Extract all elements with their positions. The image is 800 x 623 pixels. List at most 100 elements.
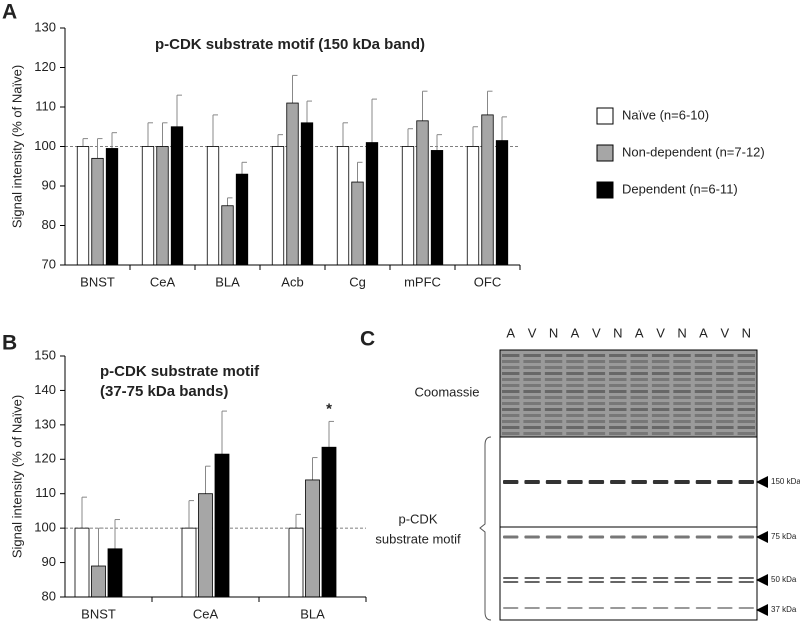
coomassie-band	[651, 402, 670, 405]
annotation: *	[326, 400, 332, 417]
coomassie-band	[716, 354, 734, 357]
coomassie-band	[651, 384, 670, 387]
marker-arrow	[756, 604, 768, 616]
coomassie-band	[673, 396, 691, 399]
blot-band	[674, 581, 690, 583]
coomassie-band	[587, 408, 606, 411]
coomassie-band	[544, 414, 563, 417]
blot-band	[674, 607, 690, 609]
coomassie-band	[566, 378, 584, 381]
coomassie-band	[544, 432, 563, 435]
blot-band	[588, 535, 605, 539]
coomassie-band	[630, 360, 648, 363]
coomassie-band	[630, 402, 648, 405]
panel-label: A	[2, 1, 17, 24]
coomassie-band	[609, 384, 627, 387]
blot-band	[524, 535, 540, 539]
lane-label: N	[613, 325, 622, 340]
coomassie-band	[630, 372, 648, 375]
coomassie-band	[544, 360, 563, 363]
blot-band	[717, 581, 733, 583]
y-tick-label: 90	[42, 554, 56, 569]
y-tick-label: 130	[34, 416, 56, 431]
blot-frame	[499, 436, 758, 621]
coomassie-band	[523, 360, 541, 363]
legend-label: Non-dependent (n=7-12)	[622, 144, 765, 159]
x-tick-label: BLA	[300, 606, 325, 621]
coomassie-band	[630, 366, 648, 369]
x-tick-label: BNST	[81, 606, 116, 621]
bar	[495, 140, 509, 266]
coomassie-band	[673, 390, 691, 393]
blot-band	[588, 607, 605, 609]
coomassie-band	[716, 432, 734, 435]
coomassie-band	[587, 402, 606, 405]
bar	[214, 453, 230, 598]
coomassie-band	[502, 396, 520, 399]
coomassie-band	[523, 426, 541, 429]
bar	[481, 114, 494, 266]
coomassie-band	[630, 390, 648, 393]
coomassie-band	[544, 378, 563, 381]
coomassie-band	[502, 426, 520, 429]
coomassie-band	[694, 402, 713, 405]
coomassie-band	[737, 426, 755, 429]
x-tick-label: CeA	[193, 606, 219, 621]
coomassie-band	[544, 426, 563, 429]
blot-band	[631, 480, 647, 484]
coomassie-band	[502, 378, 520, 381]
coomassie-band	[566, 426, 584, 429]
blot-band	[738, 480, 754, 484]
panel-label: B	[2, 332, 17, 355]
coomassie-band	[694, 420, 713, 423]
coomassie-band	[716, 360, 734, 363]
marker-arrow	[756, 476, 768, 488]
coomassie-band	[609, 378, 627, 381]
coomassie-band	[609, 354, 627, 357]
bar	[107, 548, 123, 598]
blot-band	[610, 480, 626, 484]
coomassie-band	[630, 426, 648, 429]
coomassie-band	[502, 402, 520, 405]
coomassie-band	[630, 384, 648, 387]
blot-band	[503, 480, 519, 484]
coomassie-band	[587, 384, 606, 387]
coomassie-band	[523, 366, 541, 369]
coomassie-band	[673, 432, 691, 435]
blot-band	[717, 577, 733, 579]
coomassie-band	[523, 354, 541, 357]
y-tick-label: 110	[35, 98, 56, 113]
coomassie-band	[716, 402, 734, 405]
bar	[91, 565, 106, 598]
coomassie-band	[609, 432, 627, 435]
panel-label: C	[360, 328, 375, 351]
coomassie-band	[609, 414, 627, 417]
coomassie-band	[609, 420, 627, 423]
coomassie-band	[544, 402, 563, 405]
y-tick-label: 80	[42, 217, 56, 232]
coomassie-band	[544, 420, 563, 423]
blot-band	[631, 535, 647, 539]
coomassie-band	[716, 390, 734, 393]
blot-band	[674, 480, 690, 484]
coomassie-band	[651, 408, 670, 411]
x-tick-label: mPFC	[404, 274, 441, 289]
blot-band	[674, 577, 690, 579]
bar	[351, 181, 364, 266]
lane-label: A	[699, 325, 708, 340]
coomassie-band	[651, 372, 670, 375]
coomassie-band	[502, 360, 520, 363]
bar	[286, 102, 299, 266]
lane-label: V	[528, 325, 537, 340]
blot-band	[738, 607, 754, 609]
antibody-label: p-CDK	[398, 511, 437, 526]
bar	[305, 479, 320, 598]
lane-label: A	[506, 325, 515, 340]
coomassie-band	[651, 366, 670, 369]
marker-label: 75 kDa	[771, 532, 797, 541]
blot-band	[695, 581, 712, 583]
bar	[271, 146, 285, 266]
blot-band	[567, 480, 583, 484]
coomassie-band	[566, 360, 584, 363]
coomassie-band	[673, 372, 691, 375]
